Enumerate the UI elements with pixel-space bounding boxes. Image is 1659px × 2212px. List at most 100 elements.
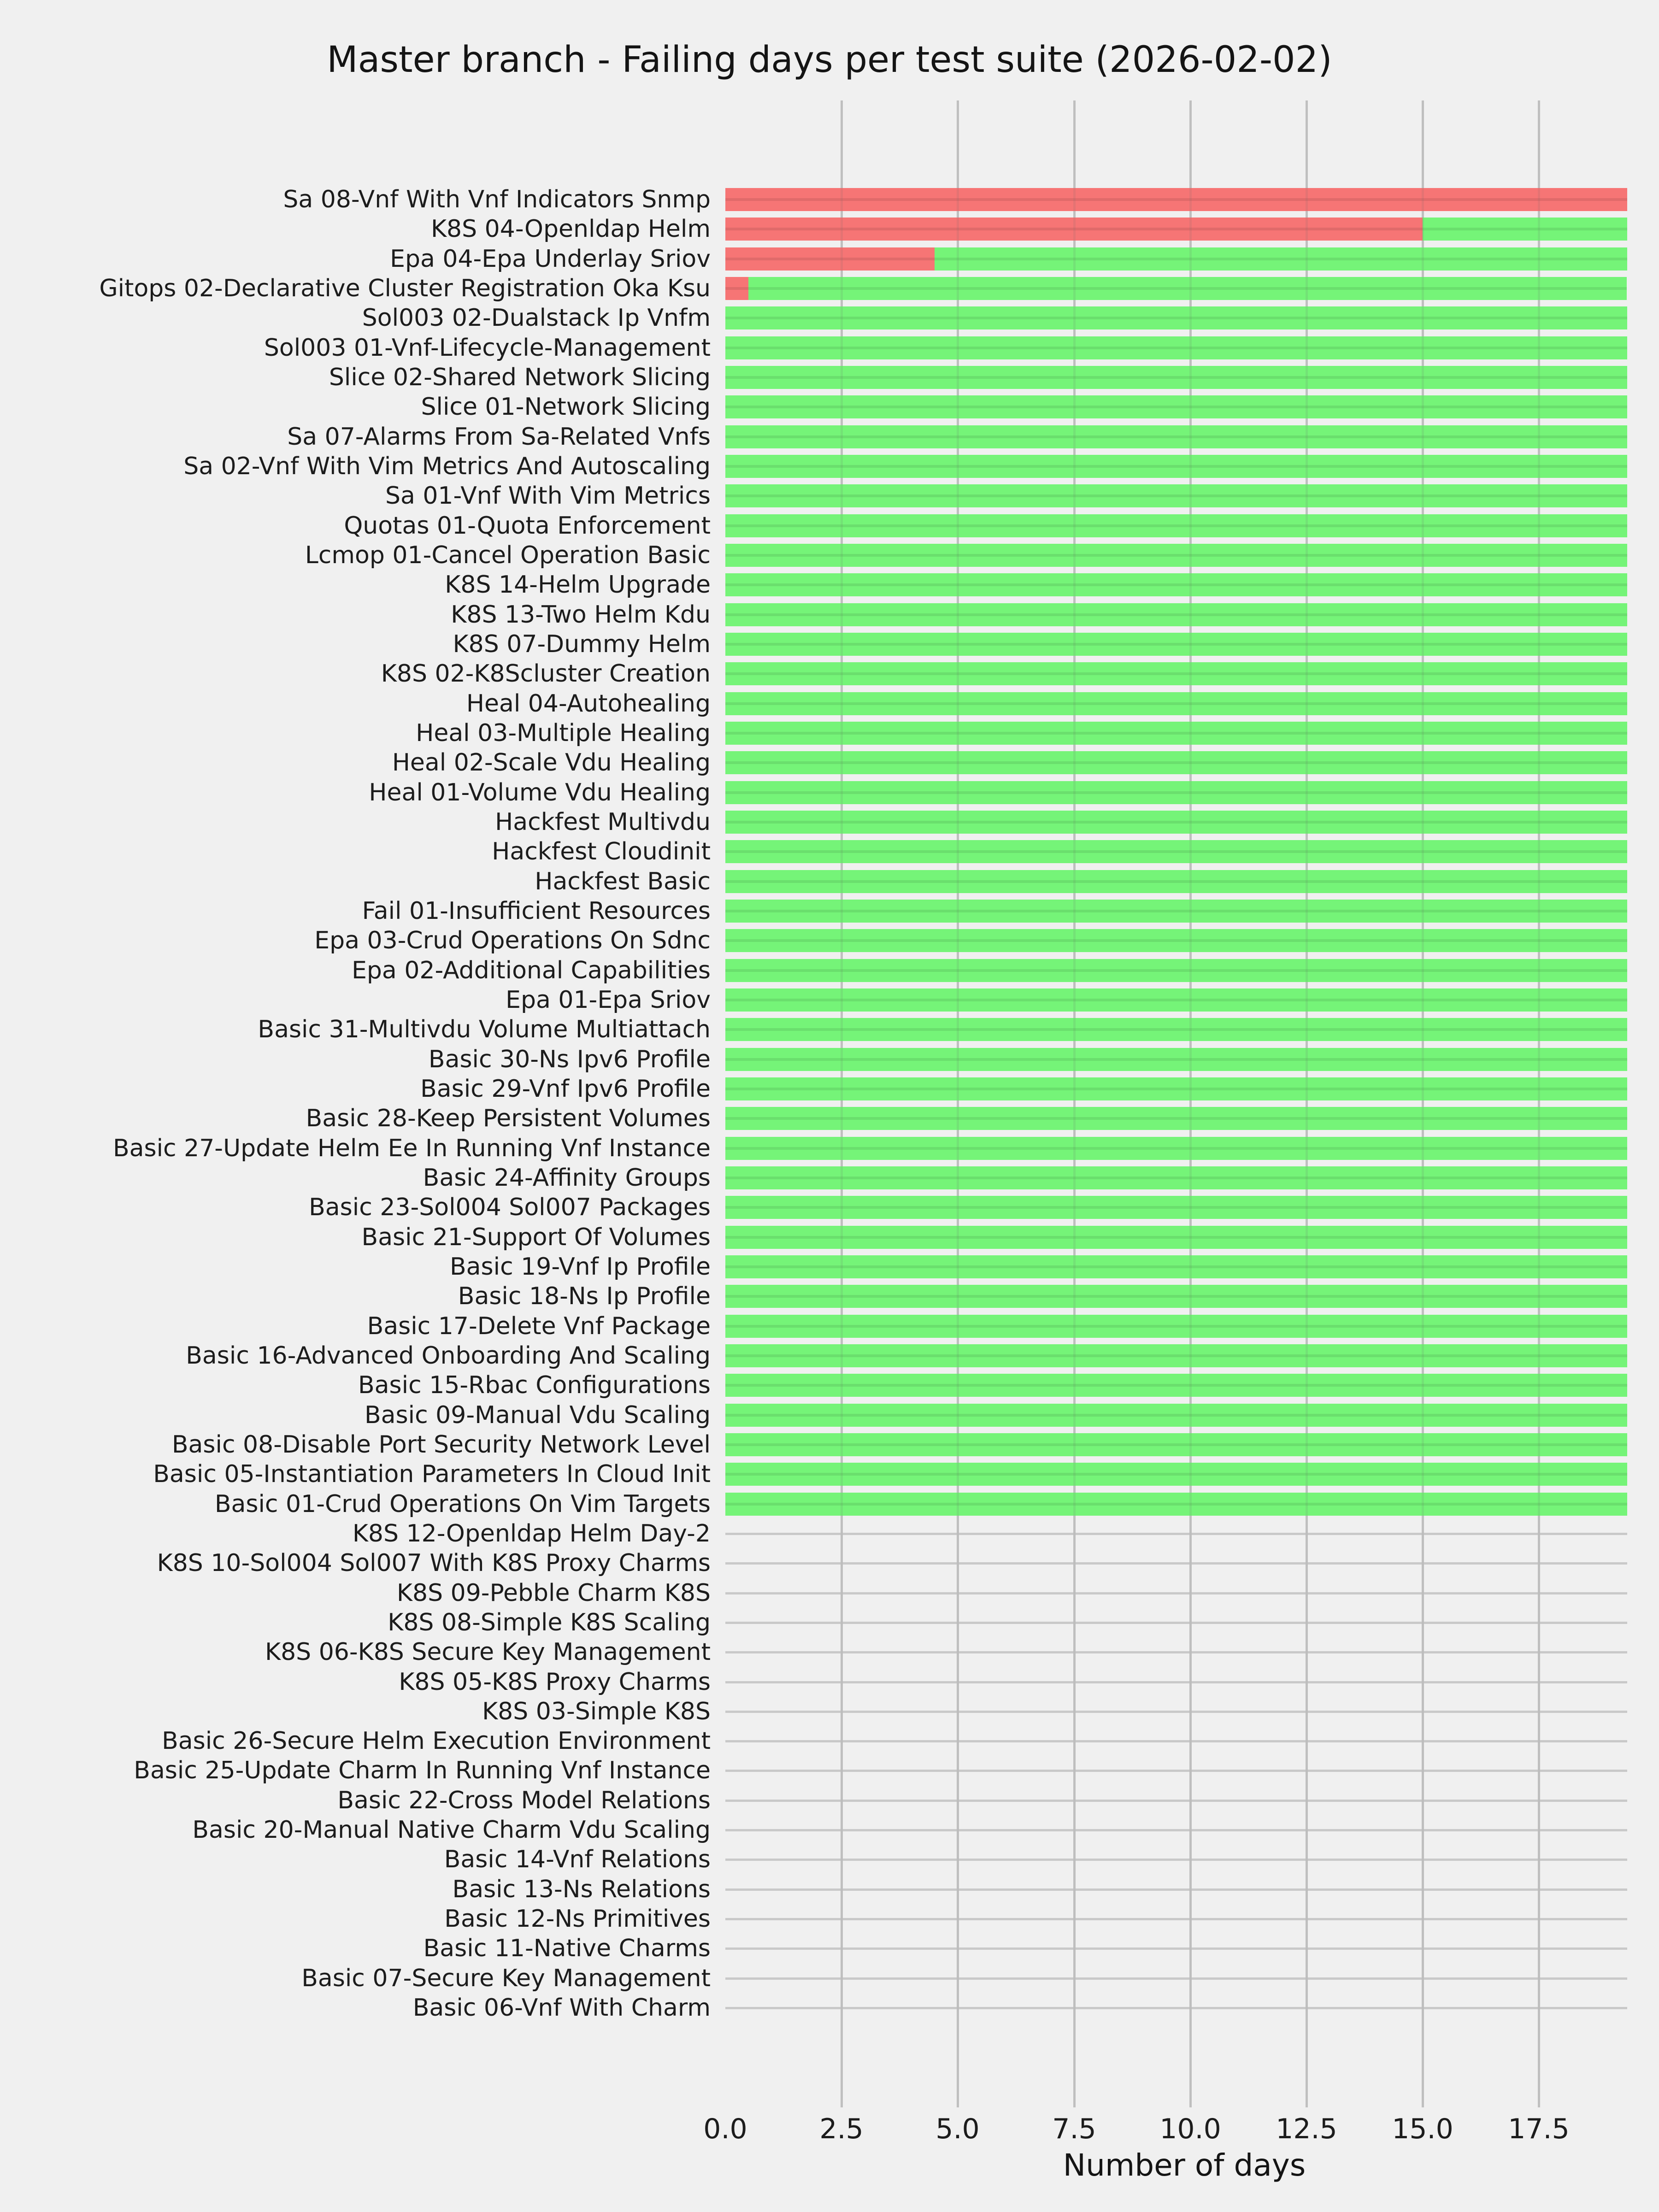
- y-axis-label: Epa 04-Epa Underlay Sriov: [390, 245, 711, 273]
- gridline: [957, 100, 959, 2107]
- passing-bar-segment: [725, 1048, 1627, 1071]
- passing-bar-segment: [935, 247, 1627, 271]
- y-axis-label: K8S 04-Openldap Helm: [430, 215, 711, 243]
- zero-bar-track: [725, 1947, 1627, 1950]
- y-axis-label: Heal 01-Volume Vdu Healing: [369, 779, 711, 806]
- passing-bar-segment: [725, 988, 1627, 1012]
- y-axis-label: Basic 24-Affinity Groups: [423, 1164, 711, 1192]
- zero-bar-track: [725, 1859, 1627, 1861]
- passing-bar-segment: [725, 870, 1627, 893]
- passing-bar-segment: [725, 1493, 1627, 1516]
- bar-row: [725, 1641, 1659, 1664]
- passing-bar-segment: [725, 573, 1627, 596]
- gridline: [1189, 100, 1192, 2107]
- y-axis-label: Basic 20-Manual Native Charm Vdu Scaling: [192, 1816, 711, 1844]
- bar-row: [725, 1700, 1659, 1723]
- y-axis-label: Basic 26-Secure Helm Execution Environme…: [162, 1727, 711, 1755]
- chart-title: Master branch - Failing days per test su…: [327, 39, 1332, 81]
- y-axis-label: Basic 30-Ns Ipv6 Profile: [428, 1046, 711, 1073]
- bar-row: [725, 1077, 1659, 1100]
- bar-row: [725, 840, 1659, 863]
- bar-row: [725, 1611, 1659, 1634]
- passing-bar-segment: [725, 455, 1627, 478]
- passing-bar-segment: [725, 959, 1627, 982]
- bar-row: [725, 514, 1659, 537]
- bar-row: [725, 395, 1659, 418]
- bar-row: [725, 306, 1659, 329]
- y-axis-label: Sol003 01-Vnf-Lifecycle-Management: [264, 334, 711, 362]
- gridline: [1189, 100, 1192, 2107]
- zero-bar-track: [725, 1800, 1627, 1802]
- y-axis-label: Basic 18-Ns Ip Profile: [458, 1282, 711, 1310]
- bar-row: [725, 1166, 1659, 1189]
- bar-row: [725, 929, 1659, 952]
- zero-bar-track: [725, 1829, 1627, 1831]
- bar-row: [725, 692, 1659, 715]
- bar-row: [725, 188, 1659, 211]
- passing-bar-segment: [725, 336, 1627, 359]
- passing-bar-segment: [725, 1285, 1627, 1308]
- failing-bar-segment: [725, 188, 1627, 211]
- bar-row: [725, 1344, 1659, 1367]
- y-axis-label: Quotas 01-Quota Enforcement: [344, 512, 711, 540]
- bar-row: [725, 959, 1659, 982]
- gridline: [1422, 100, 1424, 2107]
- zero-bar-track: [725, 1592, 1627, 1594]
- x-tick-label: 2.5: [819, 2113, 864, 2145]
- bar-row: [725, 1226, 1659, 1249]
- y-axis-label: Basic 09-Manual Vdu Scaling: [364, 1401, 711, 1429]
- y-axis-label: Basic 22-Cross Model Relations: [337, 1787, 711, 1814]
- bar-row: [725, 1285, 1659, 1308]
- bar-row: [725, 811, 1659, 834]
- gridline: [1538, 100, 1540, 2107]
- y-axis-label: Basic 07-Secure Key Management: [301, 1965, 711, 1992]
- passing-bar-segment: [725, 484, 1627, 507]
- bar-row: [725, 573, 1659, 596]
- bar-row: [725, 1107, 1659, 1130]
- gridline: [1538, 100, 1540, 2107]
- bar-row: [725, 870, 1659, 893]
- y-axis-label: Basic 27-Update Helm Ee In Running Vnf I…: [112, 1135, 711, 1162]
- y-axis-label: Sa 02-Vnf With Vim Metrics And Autoscali…: [183, 453, 711, 480]
- bar-row: [725, 781, 1659, 804]
- bar-row: [725, 1878, 1659, 1901]
- zero-bar-track: [725, 1770, 1627, 1772]
- zero-bar-track: [725, 1562, 1627, 1565]
- passing-bar-segment: [725, 811, 1627, 834]
- bar-row: [725, 1582, 1659, 1605]
- y-axis-label: K8S 07-Dummy Helm: [453, 630, 711, 658]
- bar-row: [725, 218, 1659, 241]
- bar-row: [725, 988, 1659, 1012]
- y-axis-label: K8S 09-Pebble Charm K8S: [396, 1579, 711, 1607]
- passing-bar-segment: [725, 1107, 1627, 1130]
- zero-bar-track: [725, 1888, 1627, 1891]
- zero-bar-track: [725, 1622, 1627, 1624]
- y-axis-label: Heal 02-Scale Vdu Healing: [392, 749, 711, 777]
- passing-bar-segment: [725, 781, 1627, 804]
- y-axis-label: K8S 03-Simple K8S: [482, 1698, 711, 1725]
- y-axis-label: Hackfest Multivdu: [495, 808, 711, 836]
- y-axis-label: Basic 25-Update Charm In Running Vnf Ins…: [134, 1757, 711, 1784]
- passing-bar-segment: [725, 1463, 1627, 1486]
- passing-bar-segment: [725, 603, 1627, 626]
- bar-row: [725, 247, 1659, 271]
- y-axis-label: Sa 08-Vnf With Vnf Indicators Snmp: [283, 186, 711, 213]
- x-tick-label: 12.5: [1276, 2113, 1337, 2145]
- passing-bar-segment: [725, 1226, 1627, 1249]
- bar-row: [725, 1996, 1659, 2019]
- y-axis-label: Basic 28-Keep Persistent Volumes: [306, 1105, 711, 1132]
- y-axis-label: Epa 01-Epa Sriov: [506, 986, 711, 1014]
- passing-bar-segment: [725, 1018, 1627, 1041]
- zero-bar-track: [725, 2007, 1627, 2009]
- bar-row: [725, 633, 1659, 656]
- y-axis-label: K8S 08-Simple K8S Scaling: [388, 1609, 711, 1636]
- x-tick-label: 0.0: [703, 2113, 747, 2145]
- x-tick-label: 10.0: [1159, 2113, 1221, 2145]
- passing-bar-segment: [725, 366, 1627, 389]
- x-axis-title: Number of days: [1063, 2147, 1306, 2183]
- x-tick-label: 5.0: [935, 2113, 980, 2145]
- bar-row: [725, 366, 1659, 389]
- passing-bar-segment: [725, 395, 1627, 418]
- y-axis-label: Basic 11-Native Charms: [423, 1935, 711, 1962]
